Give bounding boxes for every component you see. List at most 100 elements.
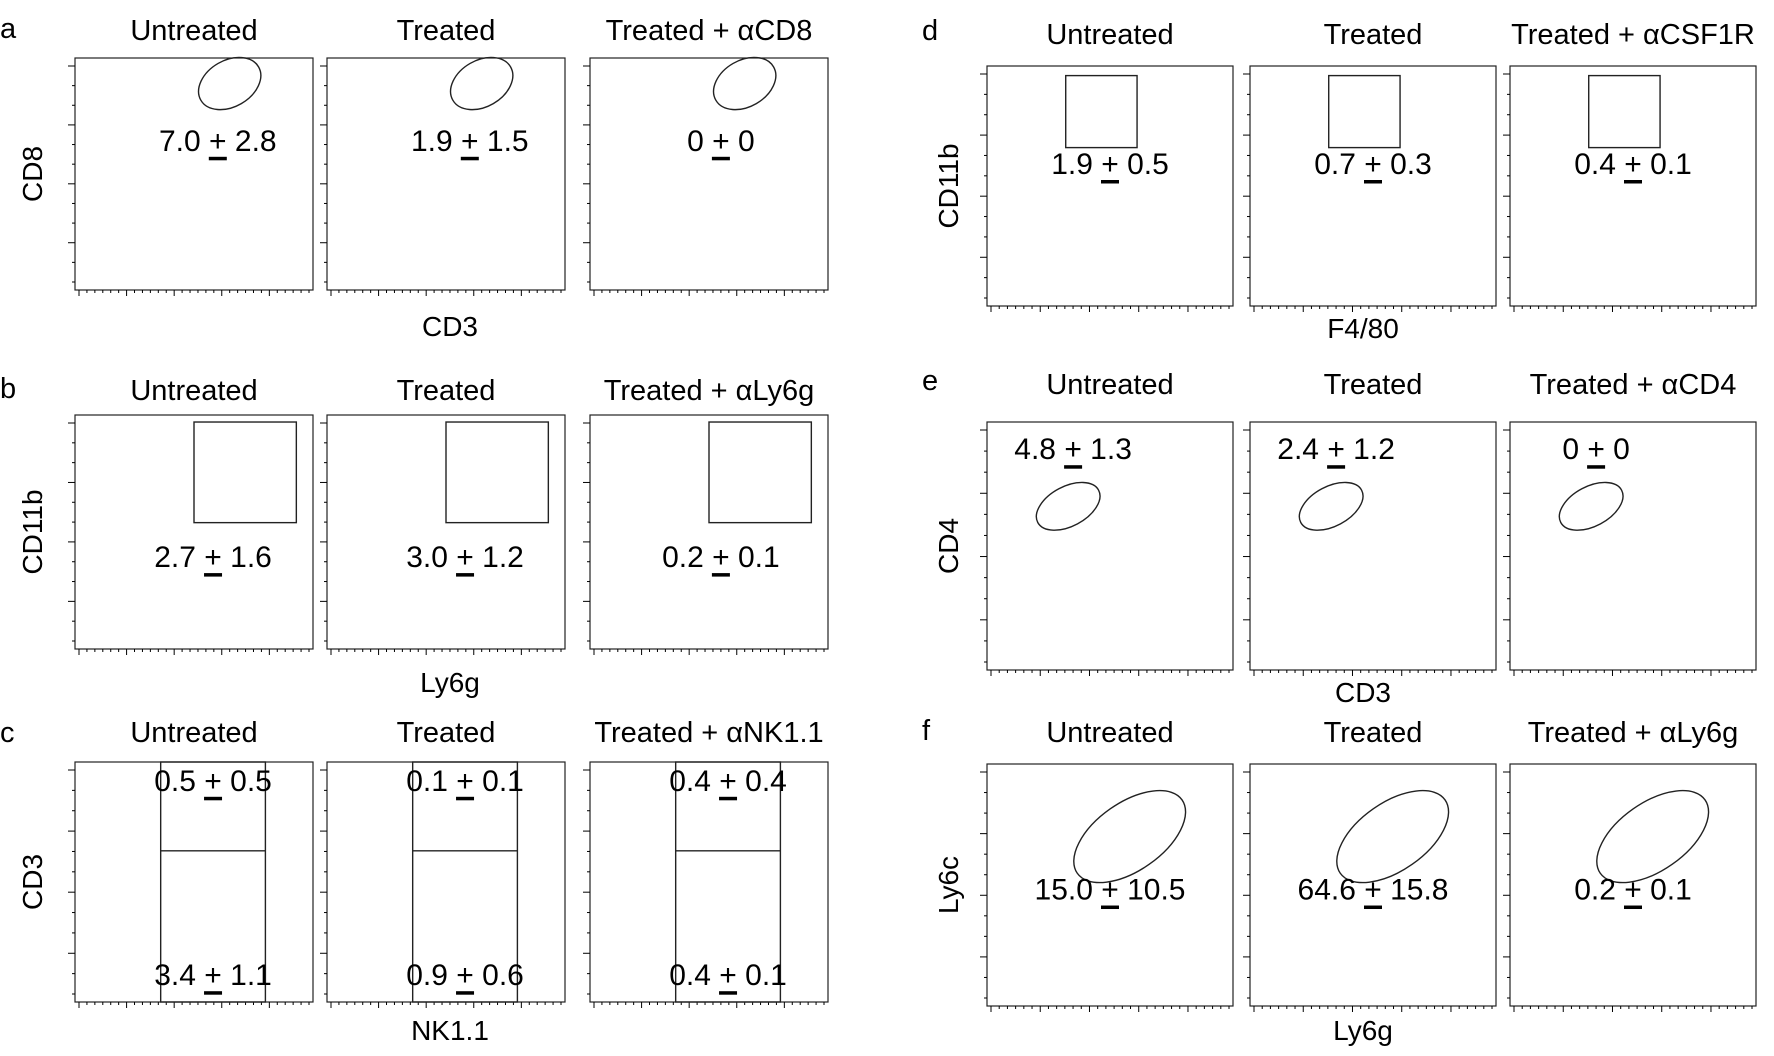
- y-axis-label-a: CD8: [17, 146, 48, 202]
- panel-c: c CD3 NK1.1 Untreated 0.5 + 0.5 3.4 + 1.1 Trea…: [0, 717, 829, 1046]
- gate-rectangle: [445, 421, 550, 524]
- plus-minus-underline: [1364, 180, 1382, 184]
- panel-label-c: c: [0, 717, 15, 749]
- panel-label-d: d: [922, 15, 938, 47]
- gate-statistic: 0.2 + 0.1: [1574, 874, 1692, 907]
- panel-label-e: e: [922, 365, 938, 397]
- subplot-e-3: Treated + αCD4 0 + 0: [1503, 369, 1757, 676]
- gate-ellipse: [712, 56, 777, 111]
- condition-title: Untreated: [130, 15, 257, 47]
- condition-title: Treated: [1324, 19, 1423, 51]
- gate-statistic: 3.0 + 1.2: [406, 541, 524, 574]
- panel-e: e CD4 CD3 Untreated 4.8 + 1.3 Treated 2.4 + 1.…: [922, 365, 1757, 708]
- plot-frame: [326, 57, 566, 291]
- condition-title: Untreated: [130, 375, 257, 407]
- condition-title: Treated + αCD4: [1530, 369, 1737, 401]
- plus-minus-underline: [1101, 905, 1119, 910]
- x-axis-label-a: CD3: [422, 311, 478, 342]
- gate-rectangle: [1588, 74, 1661, 149]
- condition-title: Untreated: [1046, 369, 1173, 401]
- gate-statistic: 0.4 + 0.1: [669, 959, 787, 992]
- y-axis-label-c: CD3: [17, 854, 48, 910]
- plot-frame: [326, 761, 566, 1003]
- condition-title: Treated + αLy6g: [604, 375, 815, 407]
- subplot-f-1: Untreated 15.0 + 10.5: [980, 717, 1234, 1012]
- condition-title: Treated: [1324, 369, 1423, 401]
- subplot-d-3: Treated + αCSF1R 0.4 + 0.1: [1503, 19, 1757, 312]
- plus-minus-underline: [1587, 465, 1606, 469]
- plus-minus-underline: [1624, 180, 1642, 184]
- gate-ellipse: [1073, 789, 1187, 884]
- plus-minus-underline: [204, 991, 223, 995]
- panel-label-f: f: [922, 715, 931, 747]
- y-axis-label-d: CD11b: [933, 143, 964, 228]
- condition-title: Treated + αCD8: [606, 15, 813, 47]
- plus-minus-underline: [719, 991, 738, 995]
- gate-statistic: 0.7 + 0.3: [1314, 148, 1432, 181]
- plot-frame: [589, 761, 829, 1003]
- condition-title: Treated + αCSF1R: [1511, 19, 1755, 51]
- plus-minus-underline: [1064, 465, 1083, 469]
- panel-a: a CD8 CD3 Untreated 7.0 + 2.8 Treated 1.9 + 1.…: [0, 13, 829, 342]
- subplot-d-1: Untreated 1.9 + 0.5: [980, 19, 1234, 312]
- gate-statistic: 0.2 + 0.1: [662, 541, 780, 574]
- plot-frame: [1249, 421, 1497, 671]
- y-axis-label-b: CD11b: [17, 489, 48, 574]
- gate-rectangle: [411, 761, 519, 1003]
- gate-statistic: 0.1 + 0.1: [406, 765, 524, 798]
- x-axis-label-e: CD3: [1335, 677, 1391, 708]
- y-axis-label-f: Ly6c: [933, 856, 964, 914]
- gate-statistic: 4.8 + 1.3: [1014, 433, 1132, 466]
- plot-frame: [1249, 763, 1497, 1007]
- condition-title: Untreated: [1046, 19, 1173, 51]
- condition-title: Treated: [1324, 717, 1423, 749]
- gate-rectangle: [159, 761, 267, 1003]
- plot-frame: [1249, 65, 1497, 307]
- condition-title: Treated + αLy6g: [1528, 717, 1739, 749]
- subplot-b-2: Treated 3.0 + 1.2: [320, 375, 566, 655]
- panel-d: d CD11b F4/80 Untreated 1.9 + 0.5 Treated 0.7 …: [922, 15, 1757, 344]
- plus-minus-underline: [1364, 905, 1382, 910]
- plot-frame: [986, 763, 1234, 1007]
- gate-ellipse: [1035, 481, 1101, 531]
- plus-minus-underline: [1327, 465, 1346, 469]
- gate-statistic: 15.0 + 10.5: [1035, 874, 1186, 907]
- gate-statistic: 0 + 0: [687, 125, 755, 158]
- gate-statistic: 64.6 + 15.8: [1298, 874, 1449, 907]
- y-axis-label-e: CD4: [933, 518, 964, 574]
- subplot-e-2: Treated 2.4 + 1.2: [1243, 369, 1497, 676]
- plus-minus-underline: [1101, 180, 1119, 184]
- gate-ellipse: [449, 56, 514, 111]
- subplot-f-2: Treated 64.6 + 15.8: [1243, 717, 1497, 1012]
- condition-title: Treated + αNK1.1: [594, 717, 823, 749]
- plus-minus-underline: [456, 991, 475, 995]
- gate-rectangle: [674, 761, 782, 1003]
- gate-rectangle: [1065, 74, 1138, 149]
- subplot-a-2: Treated 1.9 + 1.5: [320, 15, 566, 296]
- gate-ellipse: [1298, 481, 1364, 531]
- plus-minus-underline: [711, 156, 730, 161]
- gate-statistic: 2.4 + 1.2: [1277, 433, 1395, 466]
- gate-statistic: 3.4 + 1.1: [154, 959, 272, 992]
- plot-frame: [1509, 65, 1757, 307]
- gate-statistic: 1.9 + 1.5: [411, 125, 529, 158]
- subplot-b-3: Treated + αLy6g 0.2 + 0.1: [583, 375, 829, 655]
- gate-statistic: 0 + 0: [1562, 433, 1630, 466]
- plus-minus-underline: [456, 573, 475, 577]
- gate-statistic: 0.4 + 0.4: [669, 765, 787, 798]
- gate-rectangle: [708, 421, 813, 524]
- gate-statistic: 0.4 + 0.1: [1574, 148, 1692, 181]
- panel-label-a: a: [0, 13, 17, 45]
- gate-ellipse: [1596, 789, 1710, 884]
- subplot-d-2: Treated 0.7 + 0.3: [1243, 19, 1497, 312]
- plot-frame: [1509, 421, 1757, 671]
- plus-minus-underline: [711, 573, 730, 577]
- plus-minus-underline: [208, 156, 227, 161]
- gate-rectangle: [1328, 74, 1401, 149]
- panel-f: f Ly6c Ly6g Untreated 15.0 + 10.5 Treated 64.6…: [922, 715, 1757, 1046]
- subplot-f-3: Treated + αLy6g 0.2 + 0.1: [1503, 717, 1757, 1012]
- gate-statistic: 0.5 + 0.5: [154, 765, 272, 798]
- x-axis-label-b: Ly6g: [420, 667, 480, 698]
- plus-minus-underline: [1624, 905, 1642, 910]
